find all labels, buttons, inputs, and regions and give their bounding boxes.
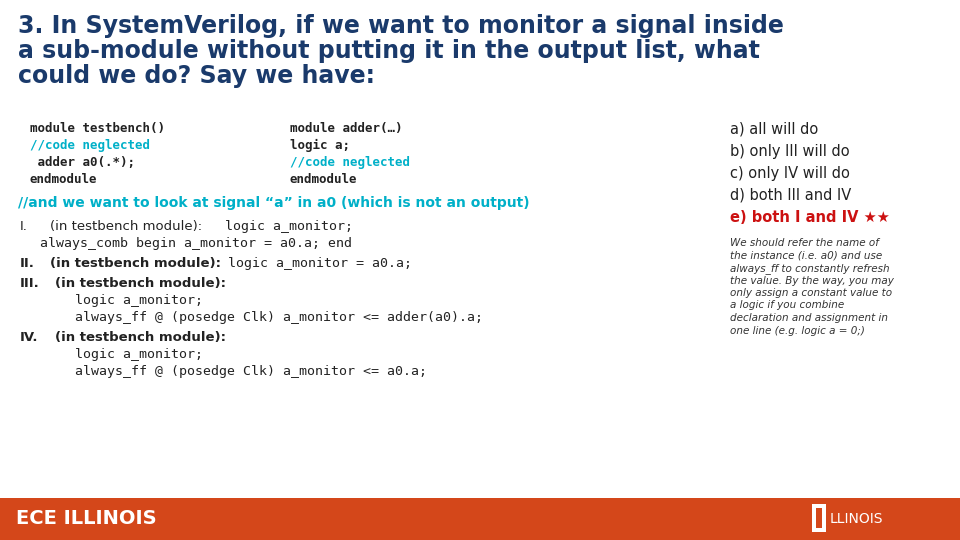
Text: (in testbench module):: (in testbench module):: [50, 257, 221, 270]
Text: LLINOIS: LLINOIS: [830, 512, 883, 526]
Text: e) both I and IV ★★: e) both I and IV ★★: [730, 210, 890, 225]
Text: 3. In SystemVerilog, if we want to monitor a signal inside: 3. In SystemVerilog, if we want to monit…: [18, 14, 784, 38]
Text: the instance (i.e. a0) and use: the instance (i.e. a0) and use: [730, 251, 882, 260]
Text: module adder(…): module adder(…): [290, 122, 402, 135]
Text: a) all will do: a) all will do: [730, 122, 818, 137]
Text: the value. By the way, you may: the value. By the way, you may: [730, 275, 894, 286]
Text: logic a_monitor;: logic a_monitor;: [75, 348, 203, 361]
Text: //code neglected: //code neglected: [30, 139, 150, 152]
Text: I.: I.: [20, 220, 28, 233]
Text: III.: III.: [20, 277, 39, 290]
Text: logic a;: logic a;: [290, 139, 350, 152]
Text: could we do? Say we have:: could we do? Say we have:: [18, 64, 375, 88]
Text: II.: II.: [20, 257, 35, 270]
Text: //and we want to look at signal “a” in a0 (which is not an output): //and we want to look at signal “a” in a…: [18, 196, 530, 210]
Text: only assign a constant value to: only assign a constant value to: [730, 288, 892, 298]
Text: (in testbench module):: (in testbench module):: [55, 331, 226, 344]
Text: (in testbench module):: (in testbench module):: [50, 220, 203, 233]
Text: always_comb begin a_monitor = a0.a; end: always_comb begin a_monitor = a0.a; end: [40, 237, 352, 250]
Text: a sub-module without putting it in the output list, what: a sub-module without putting it in the o…: [18, 39, 760, 63]
Text: c) only IV will do: c) only IV will do: [730, 166, 850, 181]
Bar: [812, 504, 826, 532]
Text: module testbench(): module testbench(): [30, 122, 165, 135]
Text: always_ff @ (posedge Clk) a_monitor <= adder(a0).a;: always_ff @ (posedge Clk) a_monitor <= a…: [75, 311, 483, 324]
Text: d) both III and IV: d) both III and IV: [730, 188, 852, 203]
Text: a logic if you combine: a logic if you combine: [730, 300, 844, 310]
Text: endmodule: endmodule: [290, 173, 357, 186]
Text: endmodule: endmodule: [30, 173, 98, 186]
Text: (in testbench module):: (in testbench module):: [55, 277, 226, 290]
Text: always_ff @ (posedge Clk) a_monitor <= a0.a;: always_ff @ (posedge Clk) a_monitor <= a…: [75, 365, 427, 378]
Text: We should refer the name of: We should refer the name of: [730, 238, 878, 248]
Text: IV.: IV.: [20, 331, 38, 344]
Text: adder a0(.*);: adder a0(.*);: [30, 156, 135, 169]
Text: b) only III will do: b) only III will do: [730, 144, 850, 159]
Text: logic a_monitor;: logic a_monitor;: [75, 294, 203, 307]
Text: one line (e.g. logic a = 0;): one line (e.g. logic a = 0;): [730, 326, 865, 335]
Text: declaration and assignment in: declaration and assignment in: [730, 313, 888, 323]
Text: ECE ILLINOIS: ECE ILLINOIS: [16, 510, 156, 529]
Bar: [816, 508, 822, 528]
Text: //code neglected: //code neglected: [290, 156, 410, 169]
Text: always_ff to constantly refresh: always_ff to constantly refresh: [730, 263, 890, 274]
Bar: [0, 498, 960, 540]
Text: logic a_monitor = a0.a;: logic a_monitor = a0.a;: [228, 257, 412, 270]
Text: logic a_monitor;: logic a_monitor;: [225, 220, 353, 233]
